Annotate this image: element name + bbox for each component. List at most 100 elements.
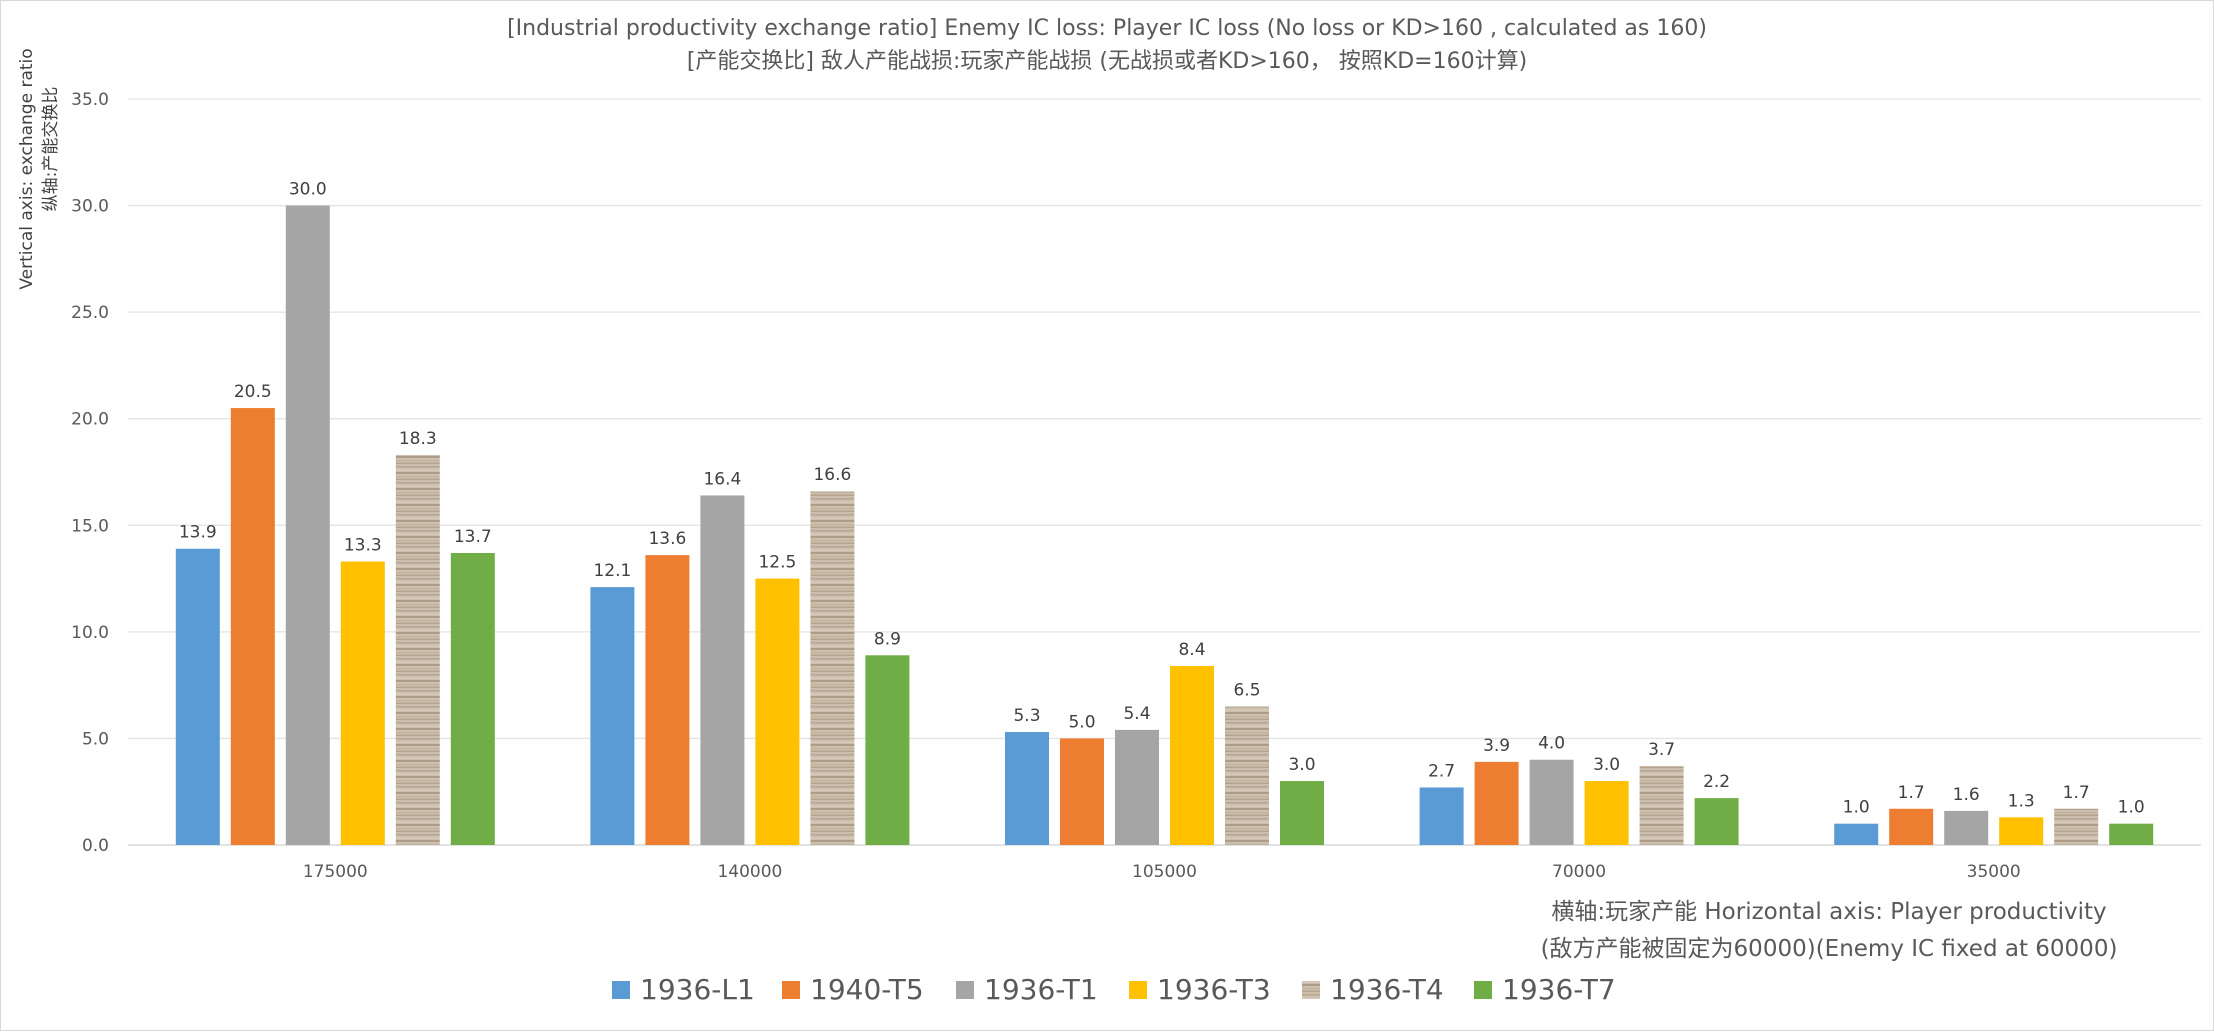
bar bbox=[755, 578, 800, 845]
data-label: 1.7 bbox=[1898, 783, 1925, 803]
legend-swatch bbox=[1129, 981, 1147, 999]
data-labels: 13.9 20.5 30.0 13.3 18.3 13.7 12.1 13.6 16.4 12.5… bbox=[179, 180, 2145, 818]
y-axis-label: Vertical axis: exchange ratio 纵轴:产能交换比 bbox=[17, 48, 61, 289]
legend-label: 1936-T7 bbox=[1502, 973, 1616, 1006]
data-label: 3.0 bbox=[1288, 755, 1315, 775]
bar bbox=[1639, 766, 1684, 845]
legend-label: 1936-L1 bbox=[640, 973, 755, 1006]
legend-label: 1940-T5 bbox=[810, 973, 924, 1006]
bar bbox=[1060, 738, 1104, 845]
data-label: 1.0 bbox=[1843, 798, 1870, 818]
bar bbox=[700, 495, 745, 845]
bar bbox=[1584, 781, 1629, 845]
y-tick-label: 25.0 bbox=[71, 303, 109, 323]
data-label: 20.5 bbox=[234, 382, 272, 402]
legend-label: 1936-T1 bbox=[984, 973, 1098, 1006]
y-axis-label-line-1: Vertical axis: exchange ratio bbox=[17, 48, 37, 289]
y-tick-label: 0.0 bbox=[82, 836, 109, 856]
data-label: 1.6 bbox=[1953, 785, 1980, 805]
y-axis-ticks: 0.0 5.0 10.0 15.0 20.0 25.0 30.0 35.0 bbox=[71, 90, 109, 856]
data-label: 1.0 bbox=[2118, 798, 2145, 818]
data-label: 18.3 bbox=[399, 429, 437, 449]
chart-title-line-2: [产能交换比] 敌人产能战损:玩家产能战损 (无战损或者KD>160， 按照KD… bbox=[687, 49, 1527, 74]
data-label: 16.4 bbox=[703, 469, 741, 489]
chart-title-line-1: [Industrial productivity exchange ratio]… bbox=[507, 16, 1707, 41]
bar bbox=[1419, 787, 1464, 845]
bar bbox=[1834, 823, 1879, 845]
x-tick-label: 105000 bbox=[1132, 862, 1197, 882]
data-label: 3.7 bbox=[1648, 740, 1675, 760]
legend-label: 1936-T3 bbox=[1157, 973, 1271, 1006]
data-label: 3.0 bbox=[1593, 755, 1620, 775]
bar bbox=[865, 655, 910, 845]
x-tick-label: 35000 bbox=[1967, 862, 2021, 882]
bars bbox=[175, 205, 2154, 846]
bar bbox=[645, 555, 690, 845]
data-label: 13.6 bbox=[648, 529, 686, 549]
legend-swatch bbox=[956, 981, 974, 999]
bar bbox=[1944, 810, 1989, 845]
y-tick-label: 20.0 bbox=[71, 410, 109, 430]
y-tick-label: 35.0 bbox=[71, 90, 109, 110]
bar bbox=[230, 408, 275, 845]
data-label: 1.7 bbox=[2063, 783, 2090, 803]
bar bbox=[1694, 798, 1739, 845]
data-label: 13.9 bbox=[179, 523, 217, 543]
bar bbox=[1170, 665, 1214, 845]
x-axis-label-line-2: (敌方产能被固定为60000)(Enemy IC fixed at 60000) bbox=[1541, 936, 2118, 962]
data-label: 13.3 bbox=[344, 536, 382, 556]
data-label: 3.9 bbox=[1483, 736, 1510, 756]
legend-swatch bbox=[1302, 981, 1320, 999]
data-label: 12.1 bbox=[593, 561, 631, 581]
data-label: 1.3 bbox=[2008, 791, 2035, 811]
y-tick-label: 30.0 bbox=[71, 197, 109, 217]
bar bbox=[810, 491, 855, 845]
y-axis-label-line-2: 纵轴:产能交换比 bbox=[41, 87, 61, 212]
bar bbox=[395, 454, 440, 845]
x-tick-label: 70000 bbox=[1552, 862, 1606, 882]
bar bbox=[1529, 759, 1574, 845]
data-label: 13.7 bbox=[454, 527, 492, 547]
data-label: 8.4 bbox=[1178, 640, 1205, 660]
bar bbox=[285, 205, 330, 846]
bar bbox=[2054, 808, 2099, 845]
data-label: 6.5 bbox=[1233, 680, 1260, 700]
chart-title: [Industrial productivity exchange ratio]… bbox=[507, 16, 1707, 74]
y-tick-label: 5.0 bbox=[82, 729, 109, 749]
data-label: 16.6 bbox=[813, 465, 851, 485]
legend-swatch bbox=[1474, 981, 1492, 999]
bar bbox=[1474, 761, 1519, 845]
x-axis-ticks: 175000 140000 105000 70000 35000 bbox=[303, 862, 2021, 882]
legend-swatch bbox=[612, 981, 630, 999]
data-label: 2.7 bbox=[1428, 761, 1455, 781]
bar bbox=[1999, 817, 2044, 845]
data-label: 2.2 bbox=[1703, 772, 1730, 792]
bar bbox=[1115, 729, 1159, 845]
data-label: 12.5 bbox=[758, 553, 796, 573]
bar bbox=[1280, 781, 1324, 845]
legend-swatch bbox=[782, 981, 800, 999]
legend: 1936-L1 1940-T5 1936-T1 1936-T3 1936-T4 1936-… bbox=[612, 973, 1616, 1006]
y-tick-label: 15.0 bbox=[71, 516, 109, 536]
bar bbox=[590, 587, 635, 845]
data-label: 5.3 bbox=[1013, 706, 1040, 726]
data-label: 4.0 bbox=[1538, 734, 1565, 754]
x-tick-label: 140000 bbox=[717, 862, 782, 882]
data-label: 8.9 bbox=[874, 629, 901, 649]
data-label: 5.0 bbox=[1068, 712, 1095, 732]
y-tick-label: 10.0 bbox=[71, 623, 109, 643]
x-axis-label-line-1: 横轴:玩家产能 Horizontal axis: Player producti… bbox=[1551, 899, 2106, 925]
bar bbox=[175, 548, 220, 845]
data-label: 30.0 bbox=[289, 180, 327, 200]
bar bbox=[340, 561, 385, 845]
x-axis-label: 横轴:玩家产能 Horizontal axis: Player producti… bbox=[1541, 899, 2118, 962]
bar bbox=[1889, 808, 1934, 845]
legend-label: 1936-T4 bbox=[1330, 973, 1444, 1006]
x-tick-label: 175000 bbox=[303, 862, 368, 882]
bar bbox=[1225, 706, 1269, 845]
bar bbox=[450, 552, 495, 845]
bar bbox=[2109, 823, 2154, 845]
bar bbox=[1005, 732, 1049, 845]
